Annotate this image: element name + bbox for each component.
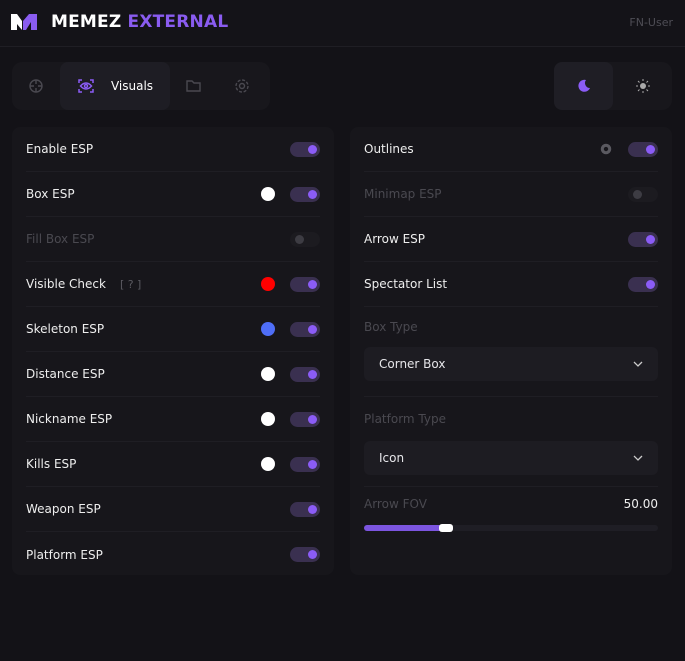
outlines-toggle[interactable]	[628, 141, 658, 157]
crosshair-icon	[29, 79, 43, 93]
label: Minimap ESP	[364, 187, 442, 201]
toggle[interactable]	[290, 141, 320, 157]
tab-label: Visuals	[110, 79, 154, 93]
label: Arrow ESP	[364, 232, 426, 246]
toggle[interactable]	[290, 411, 320, 427]
tab-aimbot[interactable]	[12, 62, 60, 110]
slider-handle[interactable]	[439, 524, 454, 532]
toggle[interactable]	[290, 186, 320, 202]
row-distance-esp: Distance ESP	[26, 352, 320, 397]
platform-type-select[interactable]: Icon	[364, 441, 658, 475]
toggle[interactable]	[290, 501, 320, 517]
label: Fill Box ESP	[26, 232, 95, 246]
label: Skeleton ESP	[26, 322, 105, 336]
row-nickname-esp: Nickname ESP	[26, 397, 320, 442]
minimap-toggle[interactable]	[628, 186, 658, 202]
color-picker[interactable]	[261, 322, 275, 336]
toggle[interactable]	[290, 231, 320, 247]
arrow-fov-slider[interactable]	[364, 524, 658, 532]
row-spectator: Spectator List	[364, 262, 658, 307]
sun-icon	[635, 79, 650, 93]
row-kills-esp: Kills ESP	[26, 442, 320, 487]
tab-bar: Visuals	[12, 62, 270, 110]
select-value: Corner Box	[379, 357, 446, 371]
folder-icon	[186, 80, 201, 92]
theme-light-button[interactable]	[613, 62, 672, 110]
title-accent: EXTERNAL	[127, 12, 229, 32]
eye-icon	[78, 79, 94, 93]
tab-visuals[interactable]: Visuals	[60, 62, 170, 110]
gear-icon[interactable]	[599, 142, 613, 156]
row-outlines: Outlines	[364, 127, 658, 172]
row-visible-check: Visible Check [ ? ]	[26, 262, 320, 307]
toggle[interactable]	[290, 321, 320, 337]
username: FN-User	[629, 16, 673, 29]
row-fill-box-esp: Fill Box ESP	[26, 217, 320, 262]
toggle[interactable]	[290, 366, 320, 382]
chevron-down-icon	[633, 455, 643, 461]
arrow-toggle[interactable]	[628, 231, 658, 247]
spectator-toggle[interactable]	[628, 276, 658, 292]
box-type-label: Box Type	[364, 320, 418, 334]
slider-fill	[364, 525, 447, 531]
esp-panel-left: Enable ESP Box ESP Fill Box ESP Visible Che…	[12, 127, 334, 575]
tab-configs[interactable]	[170, 62, 218, 110]
header: MEMEZ EXTERNAL FN-User	[0, 0, 685, 47]
help-button[interactable]: [ ? ]	[119, 277, 142, 291]
row-skeleton-esp: Skeleton ESP	[26, 307, 320, 352]
esp-panel-right: Outlines Minimap ESP Arrow ESP Spectator…	[350, 127, 672, 575]
select-value: Icon	[379, 451, 405, 465]
row-arrow: Arrow ESP	[364, 217, 658, 262]
label: Enable ESP	[26, 142, 94, 156]
label: Weapon ESP	[26, 502, 101, 516]
label: Distance ESP	[26, 367, 105, 381]
row-minimap: Minimap ESP	[364, 172, 658, 217]
title-part: MEMEZ	[51, 12, 122, 32]
theme-switch	[554, 62, 672, 110]
label: Spectator List	[364, 277, 448, 291]
row-weapon-esp: Weapon ESP	[26, 487, 320, 532]
row-enable-esp: Enable ESP	[26, 127, 320, 172]
toggle[interactable]	[290, 276, 320, 292]
chevron-down-icon	[633, 361, 643, 367]
row-box-esp: Box ESP	[26, 172, 320, 217]
box-type-select[interactable]: Corner Box	[364, 347, 658, 381]
logo-icon	[11, 14, 37, 30]
color-picker[interactable]	[261, 367, 275, 381]
gear-icon	[235, 79, 249, 93]
color-picker[interactable]	[261, 457, 275, 471]
color-picker[interactable]	[261, 187, 275, 201]
label: Nickname ESP	[26, 412, 113, 426]
app-title: MEMEZ EXTERNAL	[51, 12, 228, 32]
toggle[interactable]	[290, 456, 320, 472]
label: Platform ESP	[26, 547, 103, 562]
color-picker[interactable]	[261, 412, 275, 426]
row-platform-esp: Platform ESP	[26, 532, 320, 577]
label: Visible Check	[26, 277, 106, 291]
toggle[interactable]	[290, 547, 320, 562]
label: Box ESP	[26, 187, 75, 201]
label: Kills ESP	[26, 457, 77, 471]
platform-type-label: Platform Type	[364, 412, 446, 426]
arrow-fov-label: Arrow FOV	[364, 497, 427, 511]
theme-dark-button[interactable]	[554, 62, 613, 110]
tab-settings[interactable]	[218, 62, 266, 110]
moon-icon	[577, 79, 590, 92]
label: Outlines	[364, 142, 414, 156]
color-picker[interactable]	[261, 277, 275, 291]
arrow-fov-value: 50.00	[623, 497, 658, 511]
